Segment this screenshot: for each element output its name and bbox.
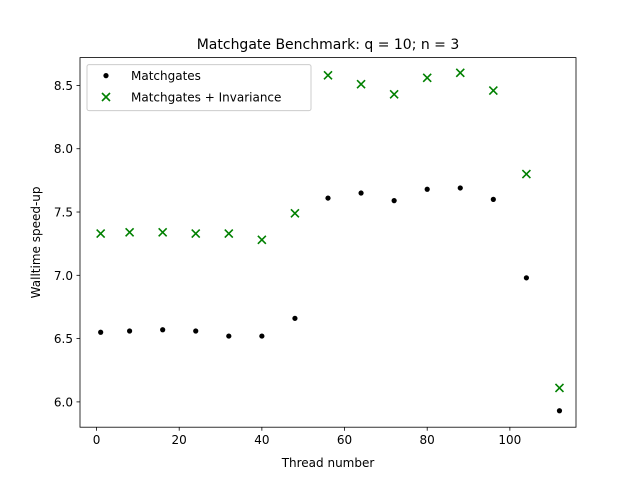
data-series <box>96 68 565 414</box>
y-axis-label: Walltime speed-up <box>29 186 43 298</box>
data-point <box>323 70 333 80</box>
x-tick-label: 60 <box>337 433 352 447</box>
data-point <box>127 328 133 334</box>
data-point <box>125 227 135 237</box>
legend: Matchgates Matchgates + Invariance <box>86 64 312 112</box>
x-tick-label: 20 <box>172 433 187 447</box>
data-point <box>356 79 366 89</box>
x-tick-label: 0 <box>93 433 101 447</box>
data-point <box>358 190 364 196</box>
data-point <box>424 186 430 192</box>
data-point <box>422 73 432 83</box>
x-tick-label: 100 <box>498 433 521 447</box>
y-tick-label: 6.5 <box>54 332 73 346</box>
y-tick-label: 7.0 <box>54 269 73 283</box>
data-point <box>556 408 563 414</box>
data-point <box>521 169 531 179</box>
y-tick-label: 8.5 <box>54 79 73 93</box>
data-point <box>455 68 465 78</box>
data-point <box>554 383 565 393</box>
data-point <box>457 185 463 191</box>
data-point <box>490 196 496 202</box>
data-point <box>191 228 201 239</box>
series-matchgates-invariance <box>96 68 565 393</box>
data-point <box>224 228 234 239</box>
chart-title: Matchgate Benchmark: q = 10; n = 3 <box>197 37 460 53</box>
y-tick-label: 8.0 <box>54 142 73 156</box>
legend-box <box>86 64 312 112</box>
data-point <box>523 275 530 281</box>
data-point <box>259 333 265 339</box>
y-tick-label: 6.0 <box>54 395 73 409</box>
data-point <box>98 329 104 335</box>
y-axis-ticks: 6.0 6.5 7.0 7.5 8.0 8.5 <box>54 79 80 409</box>
y-tick-label: 7.5 <box>54 206 73 220</box>
x-tick-label: 80 <box>420 433 435 447</box>
data-point <box>158 227 168 237</box>
legend-marker-invariance <box>101 92 111 102</box>
data-point <box>193 328 199 334</box>
data-point <box>325 195 331 201</box>
data-point <box>292 315 298 321</box>
x-axis-ticks: 0 20 40 60 80 100 <box>93 427 521 447</box>
data-point <box>257 235 267 245</box>
series-matchgates <box>98 185 563 414</box>
data-point <box>391 198 397 204</box>
data-point <box>96 228 106 239</box>
legend-marker-matchgates <box>103 73 109 79</box>
x-axis-label: Thread number <box>281 456 375 470</box>
data-point <box>488 85 498 96</box>
legend-label-invariance: Matchgates + Invariance <box>131 91 281 105</box>
plot-area <box>79 57 577 428</box>
data-point <box>290 208 300 218</box>
data-point <box>226 333 232 339</box>
legend-label-matchgates: Matchgates <box>131 69 201 83</box>
data-point <box>389 89 399 99</box>
data-point <box>160 327 166 333</box>
x-tick-label: 40 <box>254 433 269 447</box>
